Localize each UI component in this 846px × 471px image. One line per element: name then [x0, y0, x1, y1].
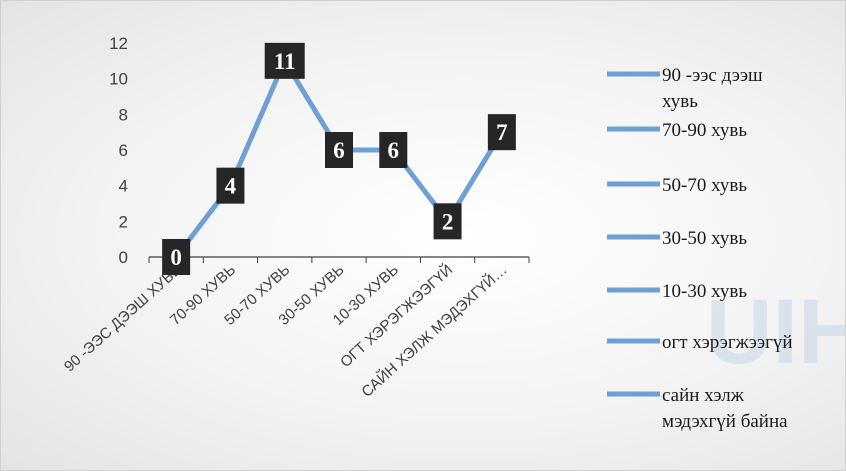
data-label: 7 [496, 120, 508, 145]
y-tick-label: 4 [119, 177, 128, 196]
data-label-box [264, 42, 305, 79]
y-tick-label: 8 [119, 105, 128, 124]
watermark-text: UIH [706, 281, 846, 383]
data-label-box [216, 167, 245, 204]
data-label-box [433, 203, 462, 240]
y-tick-label: 0 [119, 248, 128, 267]
legend-label: 50-70 хувь [662, 175, 747, 196]
legend-label: мэдэхгүй байна [662, 411, 788, 432]
legend-label: огт хэрэгжээгүй [662, 332, 793, 353]
legend-label: 30-50 хувь [662, 228, 747, 249]
legend-label: 10-30 хувь [662, 281, 747, 302]
y-tick-label: 12 [109, 34, 128, 53]
data-label: 6 [333, 138, 345, 163]
data-label-box [487, 114, 516, 151]
legend-label: 90 -ээс дээш [662, 65, 763, 86]
legend-label: 70-90 хувь [662, 120, 747, 141]
data-label-box [325, 132, 353, 168]
legend-label: сайн хэлж [662, 385, 745, 406]
data-label: 2 [442, 209, 454, 234]
data-labels: 0 4 11 6 6 2 7 [162, 42, 516, 275]
data-label: 6 [388, 138, 400, 163]
x-tick-label: 90 -ЭЭС ДЭЭШ ХУВЬ [61, 261, 185, 375]
data-label-box [162, 239, 191, 275]
legend: 90 -ээс дээш хувь 70-90 хувь 50-70 хувь 30-… [607, 65, 793, 432]
data-label-box [379, 132, 408, 168]
data-label: 4 [225, 174, 237, 199]
data-label: 11 [274, 49, 296, 74]
y-tick-label: 6 [119, 141, 128, 160]
y-tick-label: 2 [119, 212, 128, 231]
y-tick-label: 10 [109, 70, 128, 89]
legend-label: хувь [662, 91, 698, 112]
data-label: 0 [170, 245, 182, 270]
